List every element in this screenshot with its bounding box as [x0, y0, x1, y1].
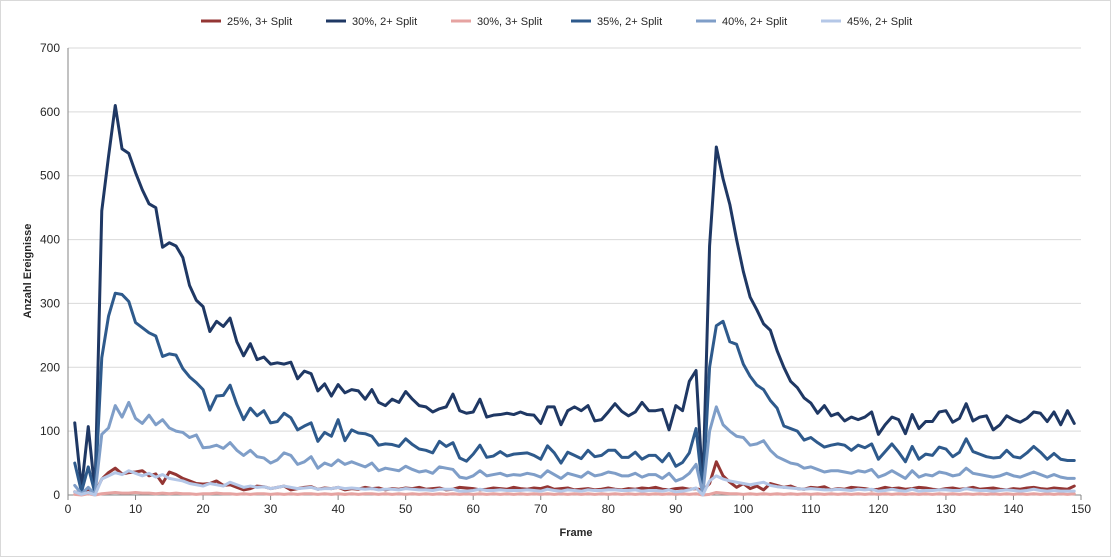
- x-tick-label: 150: [1071, 502, 1091, 516]
- x-tick-label: 100: [733, 502, 753, 516]
- legend-label-5: 40%, 2+ Split: [722, 16, 787, 28]
- x-tick-label: 70: [534, 502, 548, 516]
- y-tick-label: 700: [40, 41, 60, 55]
- y-tick-label: 0: [53, 488, 60, 502]
- series-line-4: [73, 291, 1076, 495]
- series-line-6: [73, 469, 1076, 497]
- legend-label-2: 30%, 2+ Split: [352, 16, 417, 28]
- legend-label-6: 45%, 2+ Split: [847, 16, 912, 28]
- x-tick-label: 110: [801, 502, 820, 516]
- x-tick-label: 130: [936, 502, 956, 516]
- legend-label-1: 25%, 3+ Split: [227, 16, 292, 28]
- legend-label-4: 35%, 2+ Split: [597, 16, 662, 28]
- series-line-2: [73, 103, 1076, 494]
- y-tick-label: 600: [40, 105, 60, 119]
- y-tick-label: 200: [40, 360, 60, 374]
- x-axis-title: Frame: [559, 527, 592, 539]
- x-tick-label: 60: [467, 502, 481, 516]
- y-axis-ticks: 0 100 200 300 400 500 600 700: [40, 41, 60, 502]
- x-tick-label: 120: [868, 502, 888, 516]
- series-line-1: [73, 460, 1076, 496]
- x-tick-label: 140: [1003, 502, 1023, 516]
- series-lines: [73, 103, 1076, 497]
- series-line-3: [73, 490, 1076, 497]
- y-tick-label: 100: [40, 424, 60, 438]
- y-tick-label: 300: [40, 296, 60, 310]
- legend: 25%, 3+ Split 30%, 2+ Split 30%, 3+ Split 3…: [201, 16, 912, 28]
- gridlines: [68, 47, 1081, 432]
- legend-label-3: 30%, 3+ Split: [477, 16, 542, 28]
- x-tick-label: 20: [196, 502, 210, 516]
- series-line-5: [73, 400, 1076, 496]
- x-tick-label: 50: [399, 502, 413, 516]
- x-tick-label: 10: [129, 502, 143, 516]
- x-tick-label: 30: [264, 502, 278, 516]
- x-tick-label: 0: [65, 502, 72, 516]
- x-tick-label: 80: [602, 502, 616, 516]
- y-tick-label: 500: [40, 169, 60, 183]
- y-axis-title: Anzahl Ereignisse: [22, 224, 34, 319]
- x-tick-label: 90: [669, 502, 683, 516]
- x-axis-ticks: 0 10 20 30 40 50 60 70 80 90 100 110 120 130 140 150: [65, 495, 1091, 516]
- axes: [67, 48, 1081, 496]
- x-tick-label: 40: [331, 502, 345, 516]
- y-tick-label: 400: [40, 233, 60, 247]
